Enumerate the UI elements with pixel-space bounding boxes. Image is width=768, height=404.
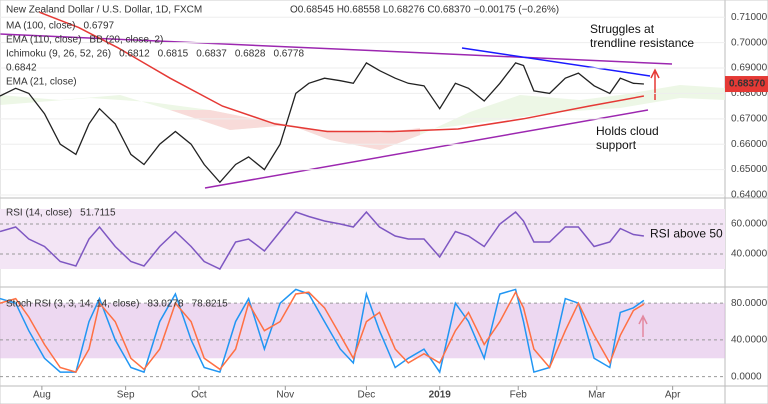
annotation: trendline resistance — [590, 36, 694, 50]
legend-entry: Ichimoku (9, 26, 52, 26) — [6, 49, 111, 60]
legend-entry: EMA (21, close) — [6, 77, 77, 88]
legend-entry: 0.6815 — [158, 49, 189, 60]
ohlc: O0.68545 H0.68558 L0.68276 C0.68370 −0.0… — [290, 5, 559, 16]
annotation: Holds cloud — [596, 124, 659, 138]
x-tick-label: Feb — [510, 390, 528, 401]
annotation: support — [596, 138, 637, 152]
y-tick-label: 0.0000 — [731, 371, 762, 382]
legend-entry: 0.6778 — [273, 49, 304, 60]
legend-entry: Stoch RSI (3, 3, 14, 14, close) — [6, 299, 139, 310]
x-tick-label: Mar — [588, 390, 606, 401]
band — [0, 209, 725, 269]
x-tick-label: Nov — [276, 390, 294, 401]
y-tick-label: 0.70000 — [731, 37, 768, 48]
y-tick-label: 0.65000 — [731, 164, 768, 175]
x-tick-label: 2019 — [429, 390, 452, 401]
legend-entry: EMA (110, close) — [6, 35, 81, 46]
y-tick-label: 0.64000 — [731, 190, 768, 201]
x-tick-label: Aug — [33, 390, 51, 401]
x-tick-label: Dec — [358, 390, 376, 401]
annotation: RSI above 50 — [650, 227, 723, 241]
legend-entry: 51.7115 — [80, 208, 116, 219]
y-tick-label: 0.69000 — [731, 63, 768, 74]
series-line — [0, 290, 645, 373]
legend-entry: RSI (14, close) — [6, 208, 72, 219]
series-line — [39, 11, 645, 133]
x-tick-label: Oct — [191, 390, 207, 401]
x-tick-label: Apr — [665, 390, 681, 401]
trendline — [0, 33, 673, 65]
price-label: 0.68370 — [729, 79, 766, 90]
y-tick-label: 60.0000 — [731, 219, 768, 230]
legend-entry: 0.6812 — [119, 49, 150, 60]
arrow — [650, 68, 660, 100]
series-line — [0, 210, 645, 270]
legend-entry: 0.6837 — [196, 49, 227, 60]
trendline — [204, 109, 649, 189]
legend-entry: 78.8215 — [192, 299, 229, 310]
trendline — [461, 47, 651, 77]
legend-entry: MA (100, close) — [6, 21, 75, 32]
y-tick-label: 80.0000 — [731, 298, 768, 309]
cloud — [170, 110, 420, 150]
y-tick-label: 0.71000 — [731, 12, 768, 23]
annotation: Struggles at — [590, 22, 655, 36]
legend-entry: BB (20, close, 2) — [89, 35, 163, 46]
y-tick-label: 40.0000 — [731, 335, 768, 346]
series-line — [0, 62, 644, 184]
y-tick-label: 0.66000 — [731, 139, 768, 150]
y-tick-label: 0.67000 — [731, 113, 768, 124]
legend-entry: 0.6828 — [235, 49, 266, 60]
legend-entry: 83.0278 — [147, 299, 184, 310]
series-line — [0, 288, 645, 374]
y-tick-label: 0.68000 — [731, 88, 768, 99]
legend-entry: 0.6797 — [83, 21, 114, 32]
chart-title: New Zealand Dollar / U.S. Dollar, 1D, FX… — [6, 5, 202, 16]
y-tick-label: 40.0000 — [731, 249, 768, 260]
legend-entry: 0.6842 — [6, 63, 37, 74]
x-tick-label: Sep — [117, 390, 135, 401]
cloud — [0, 85, 725, 150]
price-label-box — [725, 76, 768, 93]
